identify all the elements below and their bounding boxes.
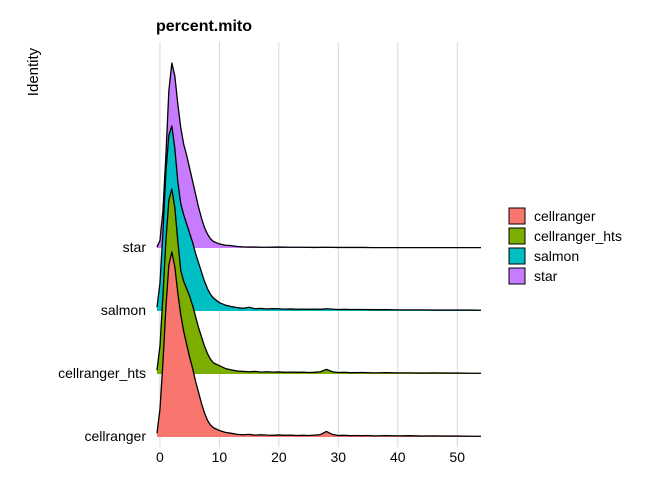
x-gridlines	[159, 42, 458, 447]
chart-title: percent.mito	[156, 18, 252, 35]
ridge-fill-salmon	[156, 126, 481, 311]
ridge-fill-star	[156, 63, 481, 248]
ridge-outline-salmon	[156, 125, 482, 311]
legend-swatch-cellranger	[508, 207, 526, 225]
legend-label-star: star	[534, 268, 558, 284]
y-tick-label-cellranger: cellranger	[85, 428, 147, 444]
y-axis-tick-labels: cellranger cellranger_hts salmon star	[58, 239, 146, 444]
ridge-fill-cellranger	[156, 252, 481, 437]
x-tick-label-50: 50	[449, 449, 465, 465]
y-axis-label: Identity	[25, 47, 42, 96]
legend-swatch-salmon	[508, 247, 526, 265]
legend-label-salmon: salmon	[534, 248, 579, 264]
y-tick-label-salmon: salmon	[101, 302, 146, 318]
ridge-star	[156, 62, 481, 249]
x-tick-label-10: 10	[212, 449, 228, 465]
legend-swatch-star	[508, 267, 526, 285]
legend-item-cellranger: cellranger	[508, 207, 596, 225]
legend-item-salmon: salmon	[508, 247, 579, 265]
ridge-outline-cellranger	[156, 251, 481, 437]
x-tick-label-40: 40	[390, 449, 406, 465]
legend-swatch-cellranger_hts	[508, 227, 526, 245]
legend-label-cellranger: cellranger	[534, 208, 596, 224]
ridge-outline-cellranger_hts	[156, 188, 481, 374]
x-tick-label-0: 0	[156, 449, 164, 465]
x-axis-tick-labels: 0 10 20 30 40 50	[156, 449, 465, 465]
ridge-fill-cellranger_hts	[156, 189, 481, 374]
legend-item-star: star	[508, 267, 558, 285]
x-tick-label-30: 30	[331, 449, 347, 465]
density-ridges	[156, 62, 482, 437]
ridge-cellranger_hts	[156, 188, 481, 374]
legend-label-cellranger_hts: cellranger_hts	[534, 228, 622, 244]
ridge-salmon	[156, 125, 482, 311]
legend-item-cellranger_hts: cellranger_hts	[508, 227, 622, 245]
ridge-cellranger	[156, 251, 481, 437]
y-tick-label-cellranger_hts: cellranger_hts	[58, 365, 146, 381]
ridge-outline-star	[156, 62, 481, 249]
x-tick-label-20: 20	[271, 449, 287, 465]
y-tick-label-star: star	[123, 239, 147, 255]
